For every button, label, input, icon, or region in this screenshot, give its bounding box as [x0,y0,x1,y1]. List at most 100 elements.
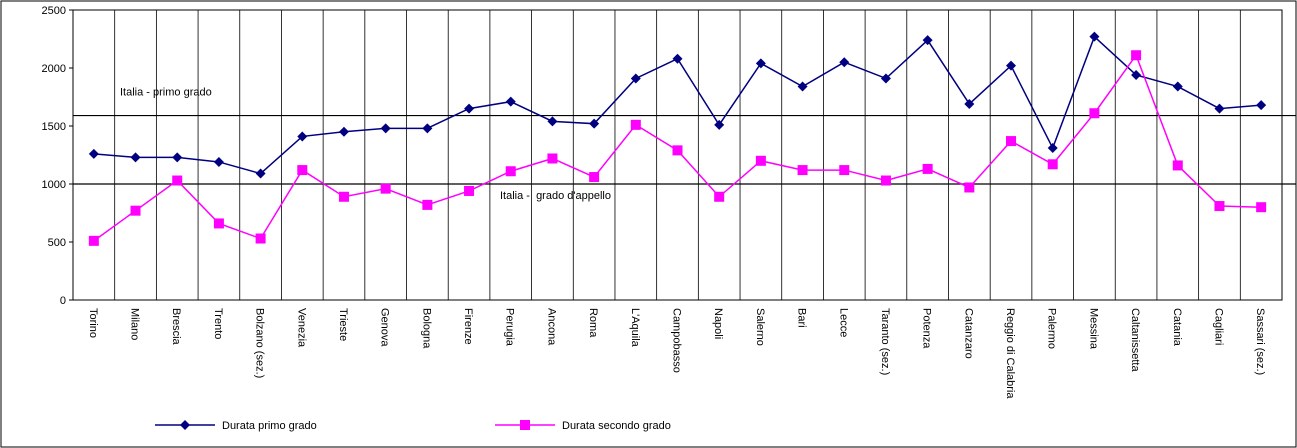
data-point [630,119,641,130]
data-point [255,233,266,244]
data-point [130,205,141,216]
data-point [922,163,933,174]
x-tick-label: Salerno [754,308,766,346]
data-point [464,103,475,114]
x-tick-label: Brescia [170,308,182,346]
reference-label: Italia - primo grado [120,87,212,99]
data-point [88,235,99,246]
data-point [630,73,641,84]
data-point [380,123,391,134]
y-tick-label: 500 [48,237,66,249]
x-tick-label: Ancona [545,308,557,346]
x-tick-label: Trieste [337,308,349,341]
data-point [1172,160,1183,171]
x-tick-label: Lecce [837,308,849,337]
data-point [172,175,183,186]
x-tick-label: Venezia [295,308,307,348]
x-tick-label: Caltanissetta [1129,308,1141,372]
data-point [880,73,891,84]
data-point [213,156,224,167]
data-point [672,53,683,64]
legend-label: Durata primo grado [222,420,317,432]
x-tick-label: Genova [379,308,391,347]
x-tick-label: Bologna [420,308,432,349]
data-point [547,153,558,164]
data-point [255,168,266,179]
x-tick-label: Torino [87,308,99,338]
x-tick-label: Catania [1171,308,1183,347]
y-tick-label: 0 [60,295,66,307]
data-point [1214,201,1225,212]
x-tick-label: Perugia [504,308,516,347]
data-point [422,123,433,134]
data-point [338,126,349,137]
x-tick-label: Cagliari [1212,308,1224,345]
legend-label: Durata secondo grado [562,420,671,432]
data-point [1172,81,1183,92]
data-point [464,185,475,196]
data-point [422,199,433,210]
data-point [672,145,683,156]
data-point [380,183,391,194]
reference-label: Italia - grado d'appello [500,190,611,202]
data-point [797,81,808,92]
data-point [880,175,891,186]
data-point [964,182,975,193]
data-point [130,152,141,163]
x-tick-label: Trento [212,308,224,339]
data-point [338,191,349,202]
data-point [922,35,933,46]
x-tick-label: Bolzano (sez.) [254,308,266,378]
data-point [964,98,975,109]
data-point [1089,31,1100,42]
data-point [839,165,850,176]
data-point [1256,100,1267,111]
x-tick-label: Sassari (sez.) [1254,308,1266,375]
x-tick-label: Taranto (sez.) [879,308,891,375]
data-point [714,191,725,202]
data-point [88,148,99,159]
data-point [589,172,600,183]
x-tick-label: Roma [587,308,599,338]
data-point [1256,202,1267,213]
data-point [797,165,808,176]
legend-marker [180,420,190,430]
data-point [297,131,308,142]
data-point [1047,159,1058,170]
y-tick-label: 2000 [42,63,66,75]
x-tick-label: Palermo [1046,308,1058,349]
data-point [1131,69,1142,80]
data-point [297,165,308,176]
data-point [1214,103,1225,114]
x-tick-label: Potenza [921,308,933,349]
data-point [213,218,224,229]
data-point [505,96,516,107]
x-tick-label: Messina [1087,308,1099,350]
x-tick-label: Campobasso [671,308,683,373]
y-tick-label: 1000 [42,179,66,191]
data-point [1047,143,1058,154]
x-tick-label: Milano [129,308,141,340]
data-point [1006,136,1017,147]
data-point [755,58,766,69]
data-point [839,57,850,68]
data-point [547,116,558,127]
data-point [1089,108,1100,119]
data-point [1006,60,1017,71]
data-point [589,118,600,129]
x-tick-label: Napoli [712,308,724,339]
data-point [172,152,183,163]
x-tick-label: Reggio di Calabria [1004,308,1016,399]
y-tick-label: 2500 [42,5,66,17]
data-point [505,166,516,177]
x-tick-label: Firenze [462,308,474,345]
data-point [1131,50,1142,61]
x-tick-label: L'Aquila [629,308,641,348]
x-tick-label: Bari [796,308,808,328]
data-point [755,155,766,166]
x-tick-label: Catanzaro [962,308,974,359]
legend-marker [520,420,530,430]
data-point [714,119,725,130]
y-tick-label: 1500 [42,121,66,133]
